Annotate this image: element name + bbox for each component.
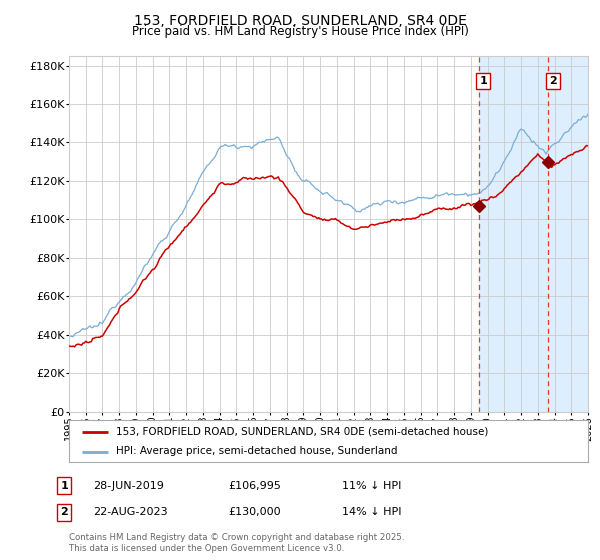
- Bar: [479, 56, 588, 412]
- Text: HPI: Average price, semi-detached house, Sunderland: HPI: Average price, semi-detached house,…: [116, 446, 397, 456]
- Text: 2: 2: [549, 76, 557, 86]
- Text: 22-AUG-2023: 22-AUG-2023: [93, 507, 167, 517]
- Text: 1: 1: [61, 480, 68, 491]
- Text: 14% ↓ HPI: 14% ↓ HPI: [342, 507, 401, 517]
- Text: 153, FORDFIELD ROAD, SUNDERLAND, SR4 0DE (semi-detached house): 153, FORDFIELD ROAD, SUNDERLAND, SR4 0DE…: [116, 427, 488, 437]
- Text: Price paid vs. HM Land Registry's House Price Index (HPI): Price paid vs. HM Land Registry's House …: [131, 25, 469, 38]
- Text: 1: 1: [479, 76, 487, 86]
- Text: 153, FORDFIELD ROAD, SUNDERLAND, SR4 0DE: 153, FORDFIELD ROAD, SUNDERLAND, SR4 0DE: [134, 14, 466, 28]
- Text: 2: 2: [61, 507, 68, 517]
- Text: £106,995: £106,995: [228, 480, 281, 491]
- Text: 11% ↓ HPI: 11% ↓ HPI: [342, 480, 401, 491]
- Text: £130,000: £130,000: [228, 507, 281, 517]
- Text: 28-JUN-2019: 28-JUN-2019: [93, 480, 164, 491]
- Text: Contains HM Land Registry data © Crown copyright and database right 2025.
This d: Contains HM Land Registry data © Crown c…: [69, 533, 404, 553]
